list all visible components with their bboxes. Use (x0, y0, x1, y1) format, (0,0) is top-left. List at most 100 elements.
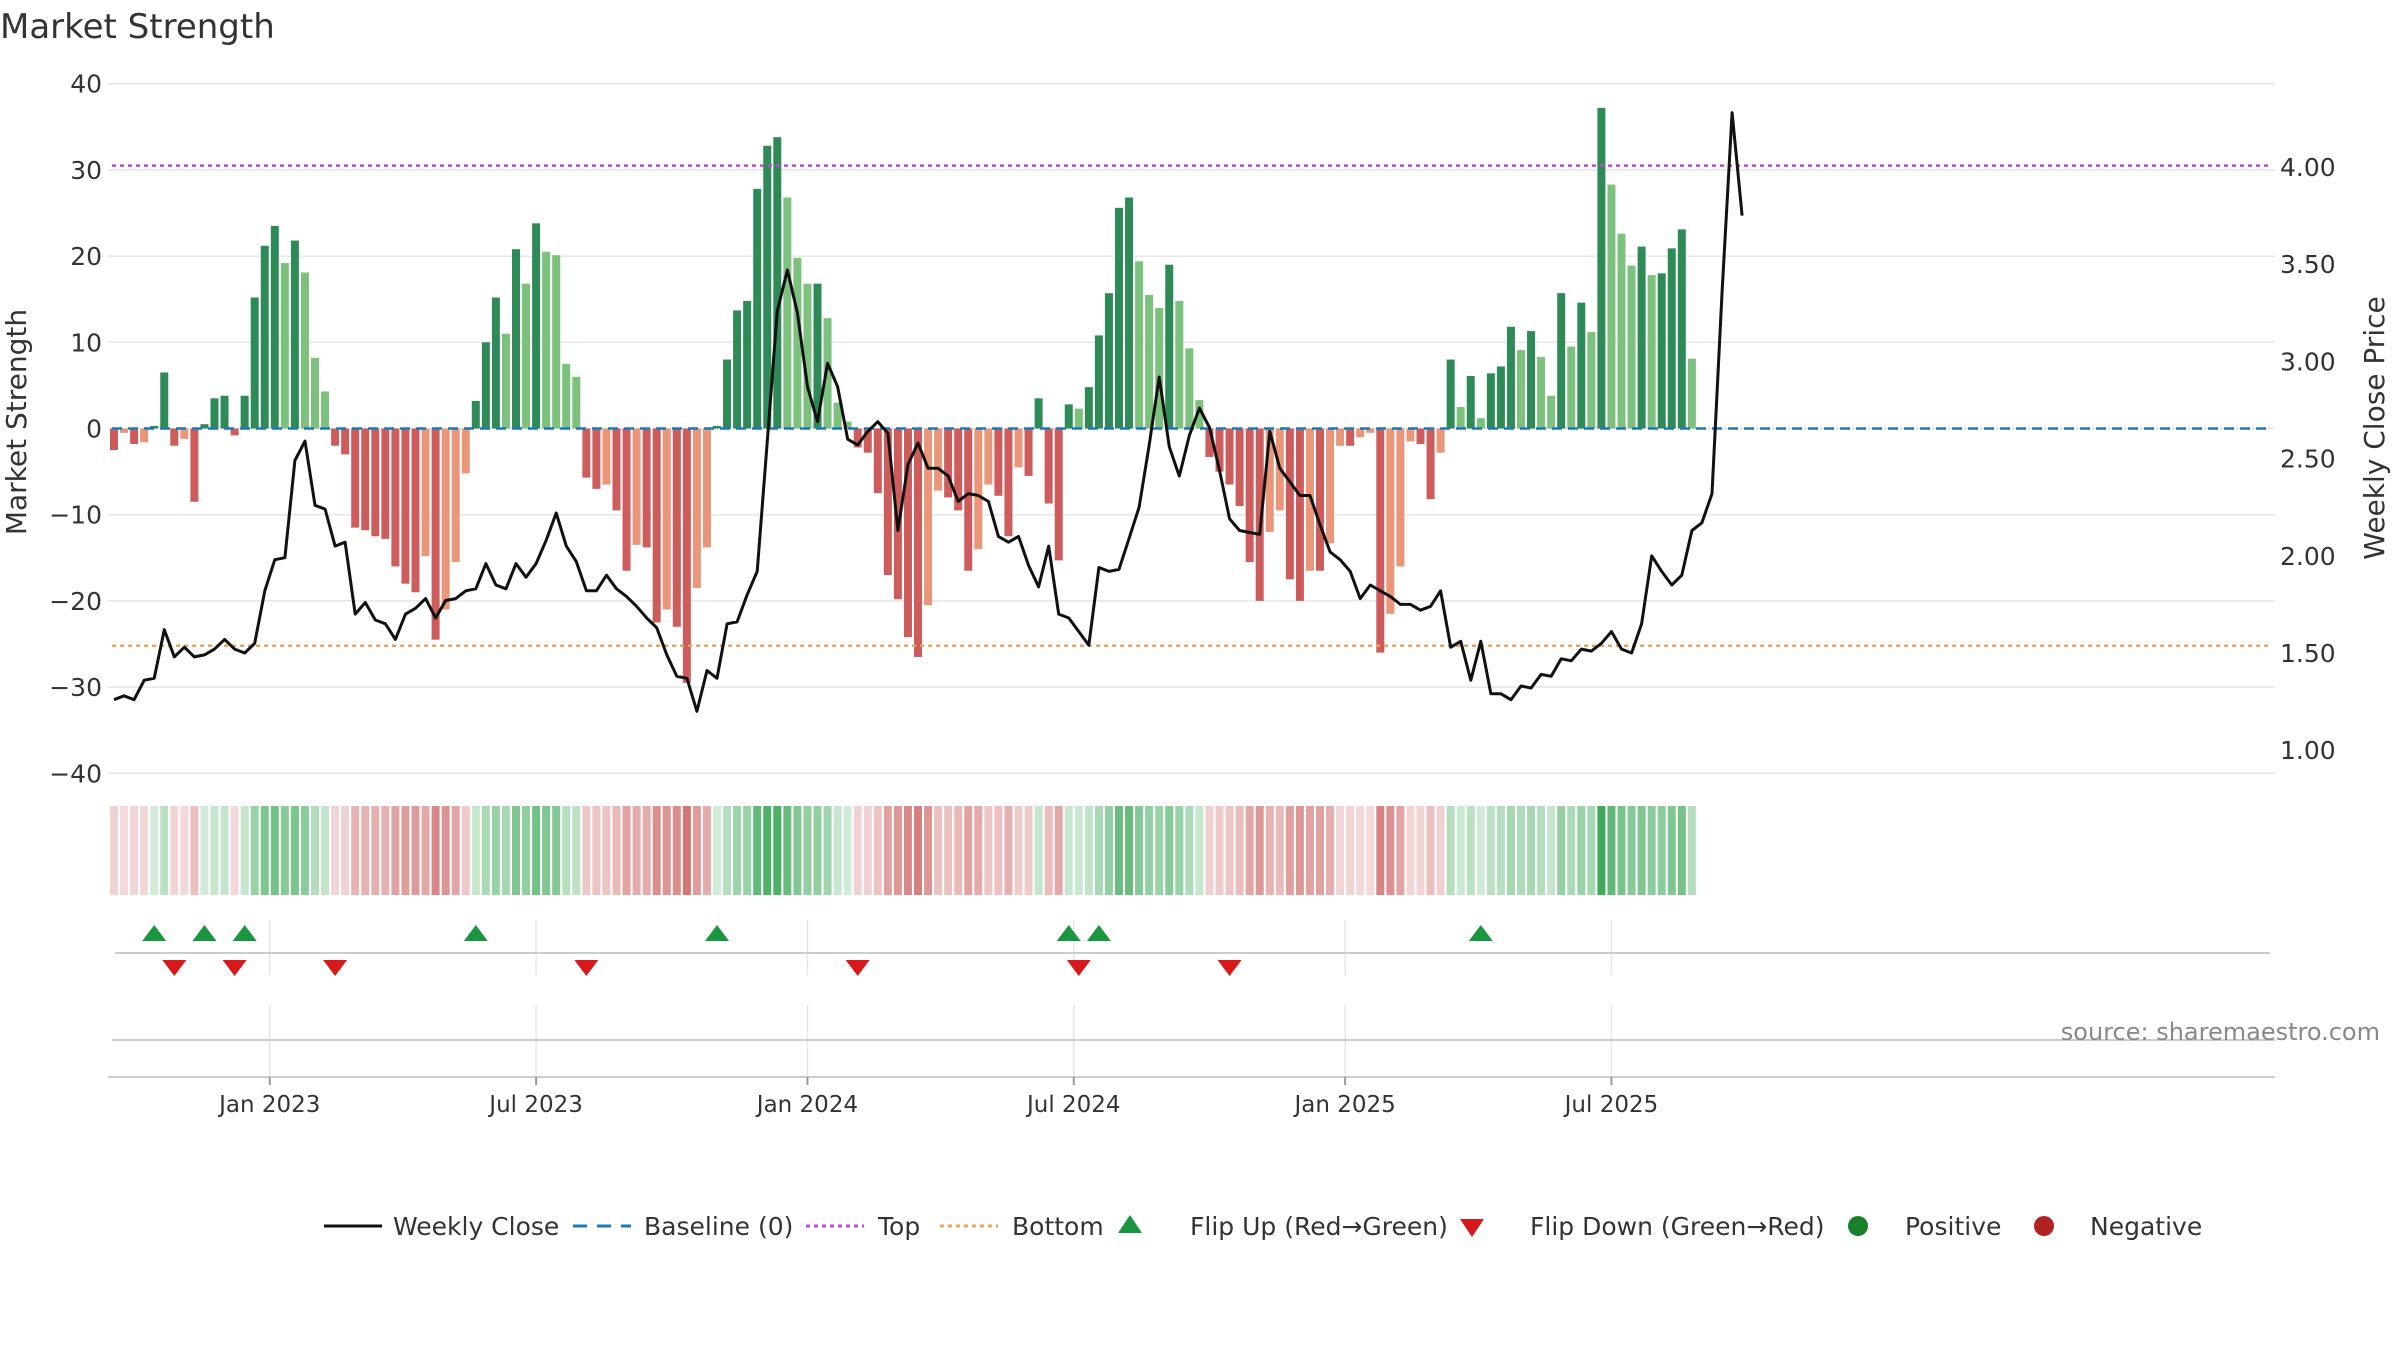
heat-cell (501, 806, 510, 895)
strength-bar (1155, 307, 1164, 429)
y2-tick-label: 3.50 (2280, 250, 2336, 279)
heat-cell (180, 806, 189, 895)
legend-label: Flip Down (Green→Red) (1530, 1212, 1825, 1241)
x-tick-label: Jan 2024 (755, 1092, 858, 1118)
heat-cell (1446, 806, 1455, 895)
strength-bar (1647, 275, 1656, 429)
heat-cell (743, 806, 752, 895)
heat-cell (944, 806, 953, 895)
strength-bar (743, 300, 752, 429)
strength-bar (280, 262, 289, 429)
heat-cell (1406, 806, 1415, 895)
heat-cell (290, 806, 299, 895)
strength-bar (1205, 428, 1214, 457)
strength-bar (421, 428, 430, 557)
heat-cell (1225, 806, 1234, 895)
heat-cell (150, 806, 159, 895)
y2-tick-label: 4.00 (2280, 153, 2336, 182)
strength-bar (1366, 428, 1375, 433)
flip-up-marker (1086, 925, 1111, 941)
heat-cell (833, 806, 842, 895)
strength-bar (1496, 366, 1505, 429)
heat-cell (130, 806, 139, 895)
heat-cell (1275, 806, 1284, 895)
strength-bar (552, 255, 561, 429)
heat-cell (974, 806, 983, 895)
heat-cell (1034, 806, 1043, 895)
strength-bar (1386, 428, 1395, 614)
heat-cell (471, 806, 480, 895)
strength-bar (1285, 428, 1294, 580)
x-tick-label: Jul 2023 (487, 1092, 583, 1118)
strength-bar (1115, 207, 1123, 429)
strength-bar (200, 424, 209, 429)
heat-cell (451, 806, 460, 895)
strength-bar (1235, 428, 1244, 507)
heat-cell (1416, 806, 1425, 895)
heat-cell (1537, 806, 1546, 895)
strength-bar (682, 428, 691, 683)
heat-cell (1326, 806, 1335, 895)
heat-cell (964, 806, 973, 895)
strength-bar (542, 251, 551, 429)
strength-bar (1265, 428, 1274, 532)
flip-up-marker (463, 925, 488, 941)
strength-bar (944, 428, 953, 498)
strength-bar (632, 428, 641, 545)
strength-bar (1456, 406, 1465, 429)
x-tick-label: Jul 2024 (1025, 1092, 1121, 1118)
y-axis-left: 40 30 20 10 0 −10 −20 −30 −40 (49, 70, 102, 789)
heat-cell (1074, 806, 1083, 895)
heat-cell (753, 806, 762, 895)
strength-bar (964, 428, 973, 571)
heat-cell (1295, 806, 1304, 895)
heat-cell (120, 806, 129, 895)
strength-bar (974, 428, 983, 550)
heat-cell (1155, 806, 1164, 895)
chart-title: Market Strength (0, 7, 275, 47)
heat-cell (110, 806, 118, 895)
strength-bar (984, 428, 993, 485)
heat-cell (1396, 806, 1405, 895)
heat-cell (1376, 806, 1385, 895)
heat-cell (793, 806, 802, 895)
y2-tick-label: 1.00 (2280, 736, 2336, 765)
strength-bar (371, 428, 380, 537)
strength-bar (1677, 229, 1686, 429)
y2-tick-label: 3.00 (2280, 347, 2336, 376)
strength-bar (692, 428, 701, 588)
strength-bar (1436, 428, 1445, 453)
strength-bar (1104, 293, 1113, 429)
heat-cell (914, 806, 922, 895)
heat-cell (1175, 806, 1184, 895)
strength-bar (612, 428, 621, 511)
heat-cell (994, 806, 1003, 895)
heat-cell (311, 806, 319, 895)
y2-tick-label: 2.00 (2280, 542, 2336, 571)
strength-bar (1476, 418, 1485, 429)
strength-bar (843, 421, 852, 429)
heat-cell (934, 806, 943, 895)
flip-up-marker (1056, 925, 1081, 941)
strength-bar (1175, 300, 1184, 429)
flip-down-marker (162, 960, 187, 976)
y-tick-label: 10 (70, 328, 102, 357)
strength-bar (662, 428, 671, 610)
strength-bar (1557, 293, 1566, 429)
strength-bar (602, 428, 611, 485)
heat-cell (1235, 806, 1244, 895)
heat-cell (1014, 806, 1023, 895)
strength-bar (903, 428, 912, 638)
heat-cell (1667, 806, 1676, 895)
strength-bar (250, 297, 259, 429)
heat-cell (331, 806, 340, 895)
heat-cell (461, 806, 470, 895)
heat-cell (984, 806, 993, 895)
strength-bar (230, 428, 239, 436)
strength-bar (562, 363, 571, 429)
strength-bar (1295, 428, 1304, 601)
heat-cell (954, 806, 963, 895)
strength-bar (220, 395, 229, 429)
heat-cell (572, 806, 581, 895)
strength-bar (290, 240, 299, 429)
